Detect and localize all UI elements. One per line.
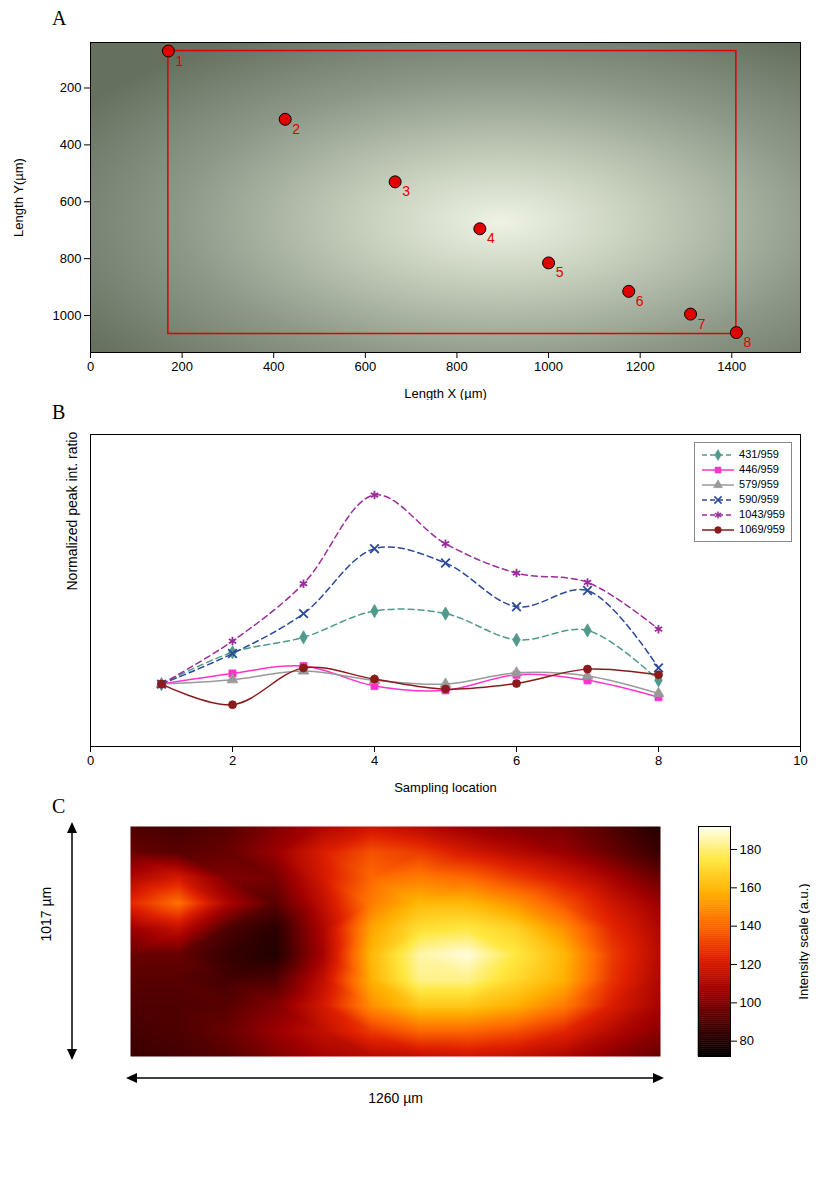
svg-text:140: 140 [740,918,762,933]
svg-text:8: 8 [655,753,662,768]
html-text:1043/959: 1043/959 [739,508,785,520]
html-text:579/959: 579/959 [739,478,779,490]
html-text:B: B [52,401,66,423]
html-text:C: C [52,795,66,817]
html-text:1069/959: 1069/959 [739,523,785,535]
svg-text:400: 400 [263,359,285,374]
svg-text:800: 800 [60,251,82,266]
svg-text:5: 5 [556,264,564,280]
svg-text:0: 0 [87,359,94,374]
svg-text:1017 µm: 1017 µm [38,887,54,942]
svg-text:600: 600 [354,359,376,374]
svg-text:1000: 1000 [534,359,563,374]
svg-text:200: 200 [60,80,82,95]
html-text:431/959: 431/959 [739,448,779,460]
svg-text:2: 2 [229,753,236,768]
svg-text:80: 80 [740,1033,754,1048]
svg-text:6: 6 [513,753,520,768]
svg-text:4: 4 [371,753,378,768]
svg-text:1260 µm: 1260 µm [368,1090,423,1106]
svg-text:800: 800 [446,359,468,374]
svg-text:1400: 1400 [717,359,746,374]
svg-text:400: 400 [60,137,82,152]
html-text:590/959: 590/959 [739,493,779,505]
svg-text:1000: 1000 [53,308,82,323]
svg-text:600: 600 [60,194,82,209]
svg-text:1: 1 [175,53,183,69]
svg-text:3: 3 [402,183,410,199]
svg-text:Normalized peak int. ratio: Normalized peak int. ratio [64,432,80,591]
svg-text:120: 120 [740,957,762,972]
svg-text:Sampling location: Sampling location [394,780,497,795]
html-text:446/959: 446/959 [739,463,779,475]
html-text:A: A [52,7,67,29]
svg-text:200: 200 [171,359,193,374]
svg-text:10: 10 [793,753,807,768]
svg-text:Length X (µm): Length X (µm) [404,386,487,401]
svg-text:0: 0 [87,753,94,768]
svg-text:4: 4 [487,230,495,246]
svg-text:100: 100 [740,995,762,1010]
svg-text:1200: 1200 [626,359,655,374]
svg-text:180: 180 [740,842,762,857]
svg-text:7: 7 [698,316,706,332]
svg-text:2: 2 [292,121,300,137]
svg-text:Intensity scale (a.u.): Intensity scale (a.u.) [796,883,811,999]
svg-text:8: 8 [743,334,751,350]
svg-text:Length Y(µm): Length Y(µm) [11,158,26,237]
svg-text:160: 160 [740,880,762,895]
svg-text:6: 6 [636,293,644,309]
